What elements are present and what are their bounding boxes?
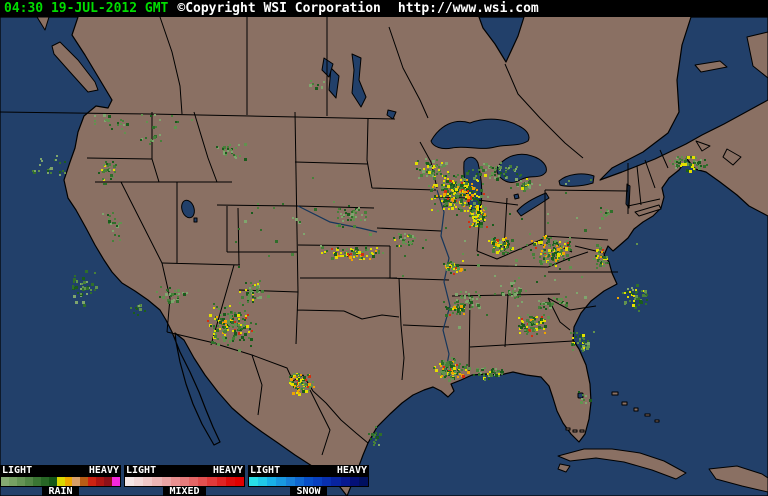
gulf-of-st-lawrence	[599, 16, 768, 181]
legend-scale-header: LIGHT HEAVY	[0, 465, 121, 476]
legend-type-label: RAIN	[42, 487, 79, 496]
legend-min-label: LIGHT	[250, 465, 281, 476]
bc-coast-island	[36, 16, 50, 31]
great-salt-lake	[181, 199, 195, 219]
timestamp-text: 04:30 19-JUL-2012 GMT	[4, 1, 169, 16]
bahamas-island	[644, 413, 651, 417]
pacific-ocean	[0, 16, 348, 496]
lake-ontario	[558, 173, 595, 187]
long-island	[634, 204, 662, 217]
florida-keys	[572, 429, 578, 433]
bahamas-island	[633, 407, 639, 412]
legend-max-label: HEAVY	[212, 465, 243, 476]
border-layer	[0, 16, 669, 456]
legend-min-label: LIGHT	[126, 465, 157, 476]
legend-panel-mixed: LIGHT HEAVY MIXED	[124, 465, 245, 496]
legend-scale-header: LIGHT HEAVY	[124, 465, 245, 476]
missouri-river	[297, 205, 378, 233]
bahamas-island	[654, 419, 660, 423]
radar-echo-layer	[32, 80, 708, 446]
intensity-legend: LIGHT HEAVY RAIN LIGHT HEAVY MIXED LIGHT…	[0, 465, 372, 496]
ocean-layer	[0, 16, 768, 496]
vancouver-island	[51, 41, 99, 93]
legend-type-label: MIXED	[163, 487, 206, 496]
wsi-url-text: http://www.wsi.com	[397, 1, 539, 16]
copyright-text: ©Copyright WSI Corporation	[177, 1, 381, 16]
lake-winnipeg	[351, 53, 367, 108]
florida-keys	[579, 429, 585, 433]
legend-panel-rain: LIGHT HEAVY RAIN	[0, 465, 121, 496]
legend-scale-header: LIGHT HEAVY	[248, 465, 369, 476]
legend-min-label: LIGHT	[2, 465, 33, 476]
cape-breton-island	[722, 148, 742, 166]
newfoundland	[746, 31, 768, 79]
legend-gradient-rain	[0, 476, 121, 487]
lake-manitoba	[328, 67, 340, 99]
status-bar: 04:30 19-JUL-2012 GMT ©Copyright WSI Cor…	[0, 0, 768, 17]
cuba	[557, 448, 687, 480]
lake-superior	[430, 118, 530, 150]
hispaniola	[708, 465, 768, 493]
legend-max-label: HEAVY	[88, 465, 119, 476]
legend-panel-snow: LIGHT HEAVY SNOW	[248, 465, 369, 496]
james-bay	[478, 16, 525, 63]
lake-huron	[496, 153, 547, 183]
florida-keys	[565, 427, 571, 431]
mississippi-river	[436, 189, 451, 371]
lake-erie	[516, 192, 550, 217]
bahamas-island	[611, 391, 619, 396]
legend-type-label: SNOW	[290, 487, 327, 496]
legend-max-label: HEAVY	[336, 465, 367, 476]
anticosti-island	[694, 60, 728, 73]
lake-st-clair	[513, 193, 520, 200]
atlantic-gulf-ocean	[346, 158, 768, 496]
legend-gradient-snow	[248, 476, 369, 487]
island-layer	[36, 16, 768, 493]
river-layer	[297, 189, 451, 371]
legend-gradient-mixed	[124, 476, 245, 487]
lake-tahoe	[193, 217, 198, 223]
isle-of-youth	[557, 463, 571, 473]
bahamas-island	[621, 401, 628, 406]
prince-edward-island	[695, 140, 711, 152]
